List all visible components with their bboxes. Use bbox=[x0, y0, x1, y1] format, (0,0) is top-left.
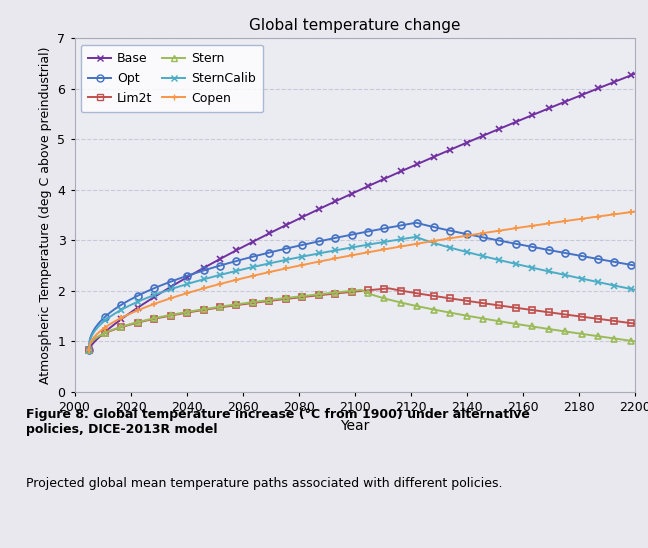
SternCalib bbox=[480, 253, 488, 260]
SternCalib bbox=[483, 254, 491, 260]
Title: Global temperature change: Global temperature change bbox=[249, 18, 461, 33]
Copen bbox=[150, 301, 158, 307]
Stern bbox=[150, 315, 158, 322]
Stern bbox=[483, 316, 491, 322]
Opt bbox=[483, 235, 491, 242]
Line: Copen: Copen bbox=[85, 208, 638, 353]
Line: Stern: Stern bbox=[85, 287, 638, 353]
Base bbox=[482, 132, 490, 138]
Opt bbox=[430, 224, 437, 230]
Base bbox=[479, 133, 487, 139]
Line: SternCalib: SternCalib bbox=[85, 233, 638, 353]
SternCalib bbox=[430, 239, 437, 246]
Base bbox=[150, 294, 158, 300]
SternCalib bbox=[412, 233, 420, 240]
Opt bbox=[85, 347, 93, 353]
Line: Base: Base bbox=[85, 70, 638, 353]
Base bbox=[631, 71, 639, 77]
Base bbox=[301, 213, 309, 219]
Copen bbox=[428, 238, 436, 244]
SternCalib bbox=[631, 287, 639, 293]
Opt bbox=[480, 235, 488, 241]
Copen bbox=[479, 230, 487, 236]
Y-axis label: Atmospheric Temperature (deg C above preindustrial): Atmospheric Temperature (deg C above pre… bbox=[39, 47, 52, 384]
Copen bbox=[482, 230, 490, 236]
Copen bbox=[631, 208, 639, 215]
Text: Figure 8. Global temperature increase (°C from 1900) under alternative
policies,: Figure 8. Global temperature increase (°… bbox=[26, 408, 530, 436]
Base bbox=[85, 347, 93, 353]
Copen bbox=[85, 347, 93, 353]
Opt bbox=[301, 241, 309, 248]
SternCalib bbox=[150, 292, 158, 298]
Opt bbox=[412, 219, 420, 226]
Opt bbox=[150, 285, 158, 292]
Lim2t bbox=[301, 294, 309, 300]
SternCalib bbox=[262, 261, 270, 267]
Lim2t bbox=[262, 298, 270, 305]
Line: Opt: Opt bbox=[85, 219, 638, 353]
Lim2t bbox=[150, 316, 158, 322]
Opt bbox=[631, 262, 639, 269]
Lim2t bbox=[85, 347, 93, 353]
Stern bbox=[301, 293, 309, 299]
Line: Lim2t: Lim2t bbox=[85, 285, 638, 353]
Base bbox=[262, 231, 270, 238]
Stern bbox=[430, 306, 437, 313]
Copen bbox=[301, 261, 309, 268]
Opt bbox=[262, 250, 270, 256]
Stern bbox=[357, 287, 365, 293]
Stern bbox=[480, 316, 488, 322]
Base bbox=[428, 154, 436, 161]
Stern bbox=[262, 297, 270, 304]
Stern bbox=[631, 338, 639, 345]
Lim2t bbox=[631, 321, 639, 327]
Lim2t bbox=[430, 293, 437, 299]
Stern bbox=[85, 347, 93, 353]
SternCalib bbox=[85, 347, 93, 353]
Legend: Base, Opt, Lim2t, Stern, SternCalib, Copen: Base, Opt, Lim2t, Stern, SternCalib, Cop… bbox=[81, 44, 263, 112]
Lim2t bbox=[480, 300, 488, 307]
Text: Projected global mean temperature paths associated with different policies.: Projected global mean temperature paths … bbox=[26, 477, 502, 490]
Lim2t bbox=[483, 300, 491, 307]
X-axis label: Year: Year bbox=[340, 419, 369, 433]
Copen bbox=[262, 270, 270, 276]
SternCalib bbox=[301, 253, 309, 259]
Lim2t bbox=[385, 285, 393, 292]
